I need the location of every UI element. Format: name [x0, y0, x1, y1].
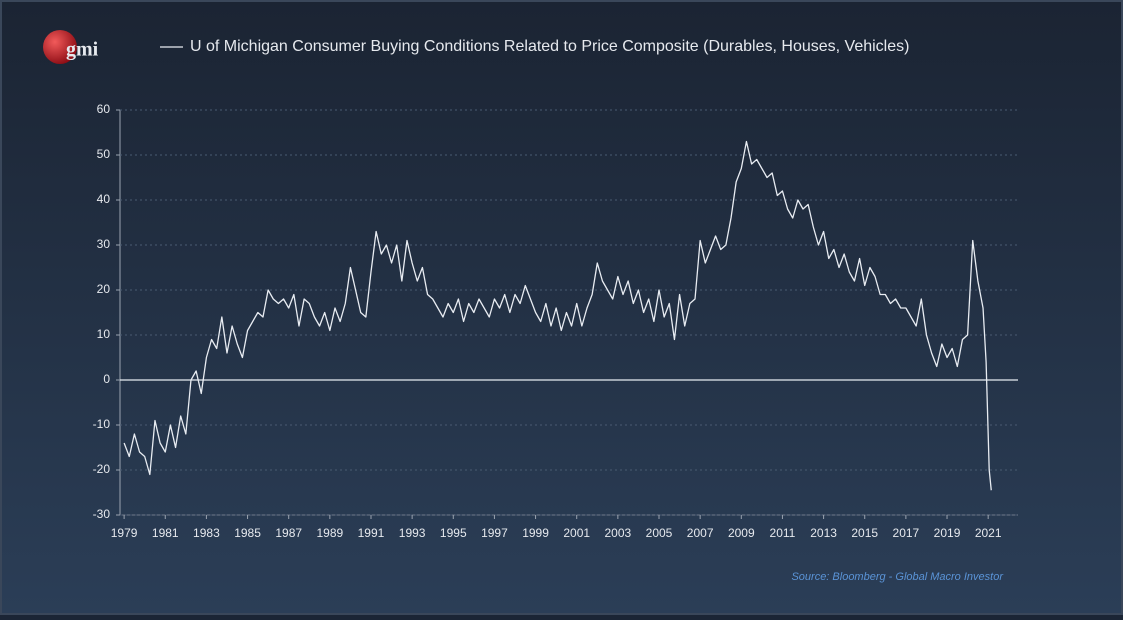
x-tick-label: 1997 — [481, 526, 508, 540]
data-line — [123, 140, 992, 491]
x-tick-label: 1993 — [399, 526, 426, 540]
y-tick-label: 20 — [97, 282, 111, 296]
legend-label: U of Michigan Consumer Buying Conditions… — [190, 38, 909, 55]
x-tick-label: 2019 — [934, 526, 961, 540]
y-tick-label: -10 — [93, 417, 111, 431]
x-tick-label: 1995 — [440, 526, 467, 540]
x-tick-label: 2013 — [810, 526, 837, 540]
y-tick-label: 40 — [97, 192, 111, 206]
x-tick-label: 2015 — [851, 526, 878, 540]
x-tick-label: 1981 — [152, 526, 179, 540]
x-tick-label: 1979 — [111, 526, 138, 540]
logo-ball — [43, 30, 77, 64]
y-tick-label: 30 — [97, 237, 111, 251]
x-tick-label: 1983 — [193, 526, 220, 540]
x-tick-label: 2007 — [687, 526, 714, 540]
x-tick-label: 2005 — [646, 526, 673, 540]
x-tick-label: 2017 — [893, 526, 920, 540]
y-tick-label: 50 — [97, 147, 111, 161]
y-tick-label: 60 — [97, 102, 111, 116]
x-tick-label: 2001 — [563, 526, 590, 540]
source: Source: Bloomberg - Global Macro Investo… — [791, 571, 1004, 583]
y-tick-label: 10 — [97, 327, 111, 341]
x-tick-label: 2011 — [770, 526, 796, 540]
x-tick-label: 1991 — [358, 526, 385, 540]
y-tick-label: -30 — [93, 507, 111, 521]
x-tick-label: 2021 — [975, 526, 1002, 540]
x-tick-label: 1989 — [316, 526, 343, 540]
y-tick-label: 0 — [103, 372, 110, 386]
x-tick-label: 2003 — [605, 526, 632, 540]
x-tick-label: 1987 — [275, 526, 302, 540]
x-tick-label: 2009 — [728, 526, 755, 540]
x-tick-label: 1985 — [234, 526, 261, 540]
y-tick-label: -20 — [93, 462, 111, 476]
logo-text: gmi — [66, 39, 99, 61]
x-tick-label: 1999 — [522, 526, 549, 540]
